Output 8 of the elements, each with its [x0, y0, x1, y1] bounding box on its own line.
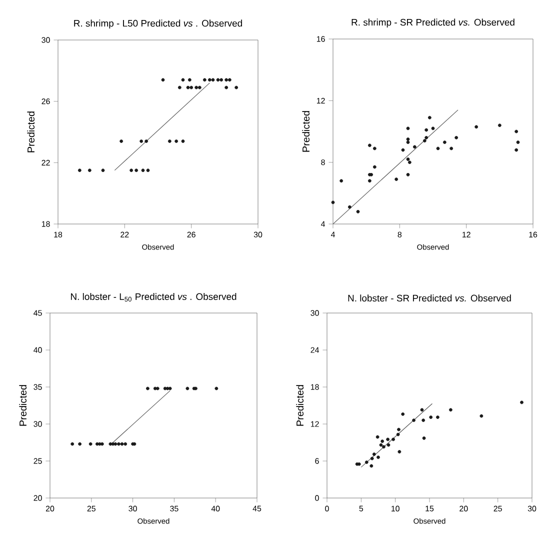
y-axis-title: Predicted: [296, 385, 304, 426]
y-axis-title: Predicted: [302, 111, 310, 152]
y-axis-title: Predicted: [19, 385, 27, 426]
chart-title: R. shrimp - SR Predicted vs. Observed: [352, 18, 514, 28]
chart-title: N. lobster - L$_{50}$ Predicted vs . Observed: [71, 293, 236, 302]
y-axis-title: Predicted: [27, 112, 35, 152]
chart-title: N. lobster - SR Predicted vs. Observed: [348, 294, 511, 302]
chart-title: R. shrimp - L50 Predicted vs . Observed: [74, 20, 242, 29]
